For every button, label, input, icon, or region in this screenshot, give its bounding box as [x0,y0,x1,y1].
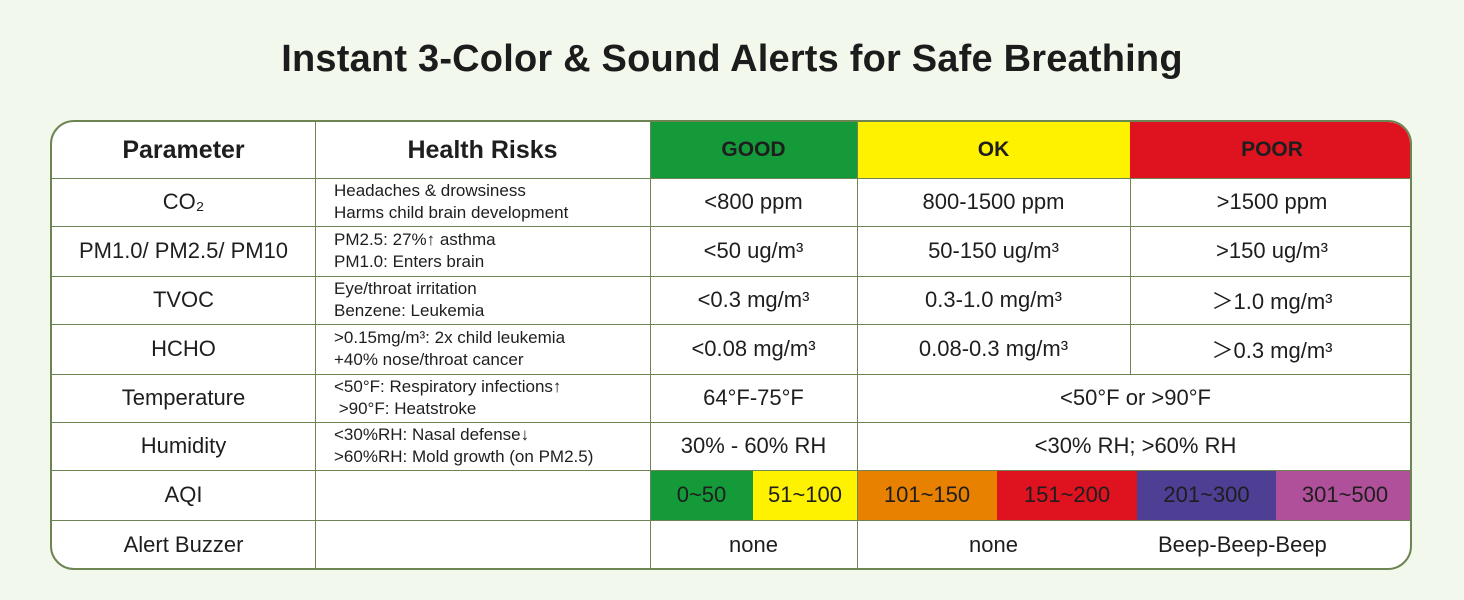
ok-hcho: 0.08-0.3 mg/m³ [918,336,1069,361]
poor-pm: >150 ug/m³ [1216,238,1328,263]
column-divider [1130,178,1131,374]
param-alert-buzzer: Alert Buzzer [123,532,244,557]
good-humidity: 30% - 60% RH [680,433,827,458]
aqi-range-101-150: 101~150 [857,470,997,520]
risk-buzzer-empty [315,520,650,568]
column-divider [650,122,651,568]
param-humidity: Humidity [140,433,227,458]
header-health-risks: Health Risks [407,135,558,164]
row-divider [52,470,1410,471]
column-divider [857,122,858,568]
param-co2: CO₂ [162,189,205,214]
column-divider [315,122,316,568]
risk-pm: PM2.5: 27%↑ asthma PM1.0: Enters brain [334,230,496,271]
poor-hcho: ＞0.3 mg/m³ [1211,338,1333,363]
poor-co2: >1500 ppm [1216,189,1328,214]
aqi-range-151-200: 151~200 [997,470,1137,520]
aqi-range-51-100: 51~100 [753,470,857,520]
row-divider [52,374,1410,375]
row-divider [52,226,1410,227]
header-poor: POOR [1130,122,1410,178]
risk-humidity: <30%RH: Nasal defense↓ >60%RH: Mold grow… [334,425,594,466]
ok-co2: 800-1500 ppm [922,189,1065,214]
page-title: Instant 3-Color & Sound Alerts for Safe … [281,38,1183,80]
good-pm: <50 ug/m³ [703,238,804,263]
header-parameter: Parameter [122,135,245,164]
aqi-range-301-500: 301~500 [1276,470,1410,520]
param-aqi: AQI [164,482,203,507]
row-divider [52,422,1410,423]
aqi-range-201-300: 201~300 [1137,470,1276,520]
risk-co2: Headaches & drowsiness Harms child brain… [334,181,569,222]
header-ok: OK [857,122,1130,178]
row-divider [52,178,1410,179]
ok-tvoc: 0.3-1.0 mg/m³ [925,287,1062,312]
good-temperature: 64°F-75°F [703,385,804,410]
risk-aqi-empty [315,470,650,520]
good-co2: <800 ppm [704,189,803,214]
risk-temperature: <50°F: Respiratory infections↑ >90°F: He… [334,377,562,418]
good-tvoc: <0.3 mg/m³ [697,287,810,312]
ok-poor-temperature: <50°F or >90°F [1060,385,1211,410]
param-pm: PM1.0/ PM2.5/ PM10 [78,238,289,263]
buzzer-poor: Beep-Beep-Beep [1158,532,1327,557]
alert-table: Parameter Health Risks GOOD OK POOR CO₂ … [50,120,1412,570]
ok-pm: 50-150 ug/m³ [928,238,1059,263]
header-good: GOOD [650,122,857,178]
risk-tvoc: Eye/throat irritation Benzene: Leukemia [334,279,485,320]
buzzer-ok: none [969,532,1018,557]
param-tvoc: TVOC [152,287,215,312]
param-hcho: HCHO [151,336,216,361]
poor-tvoc: ＞1.0 mg/m³ [1211,289,1333,314]
row-divider [52,276,1410,277]
ok-poor-humidity: <30% RH; >60% RH [1034,433,1237,458]
aqi-range-0-50: 0~50 [650,470,753,520]
buzzer-good: none [729,532,778,557]
param-temperature: Temperature [121,385,246,410]
good-hcho: <0.08 mg/m³ [691,336,816,361]
risk-hcho: >0.15mg/m³: 2x child leukemia +40% nose/… [334,328,566,369]
row-divider [52,520,1410,521]
row-divider [52,324,1410,325]
